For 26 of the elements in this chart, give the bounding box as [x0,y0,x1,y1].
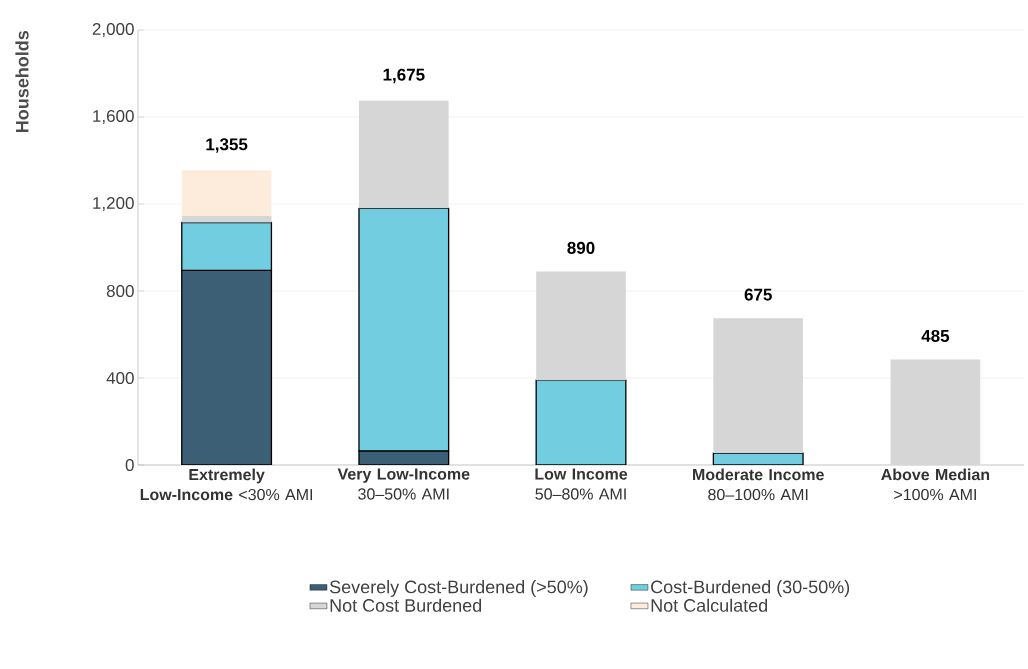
legend-label: Severely Cost-Burdened (>50%) [329,580,588,597]
total-label: 1,675 [383,68,425,84]
y-tick-label: 1,600 [93,109,134,125]
total-label: 890 [567,241,595,254]
y-axis-title: Households [15,30,29,132]
total-label: 1,355 [206,138,248,153]
total-label: 485 [921,329,950,342]
bar [536,271,626,381]
y-tick-label: 2,000 [92,22,134,38]
bar [181,215,272,223]
legend-label: Not Calculated [651,598,768,612]
bar [713,318,804,454]
y-tick-label: 400 [106,371,134,385]
x-tick-label: Low Income 50–80% AMI [535,468,628,500]
bar [358,100,449,209]
bar [181,170,272,216]
total-label: 675 [744,288,772,301]
x-tick-label: Extremely Low-Income <30% AMI [140,468,313,501]
x-tick-label: Very Low-Income 30–50% AMI [337,468,470,500]
x-tick-label: Above Median >100% AMI [881,468,990,501]
y-tick-label: 1,200 [93,196,134,212]
y-tick-label: 800 [106,284,134,298]
x-tick-label: Moderate Income 80–100% AMI [693,468,824,501]
legend-label: Cost-Burdened (30-50%) [651,580,850,597]
y-tick-label: 0 [125,458,134,472]
legend-label: Not Cost Burdened [330,598,482,612]
